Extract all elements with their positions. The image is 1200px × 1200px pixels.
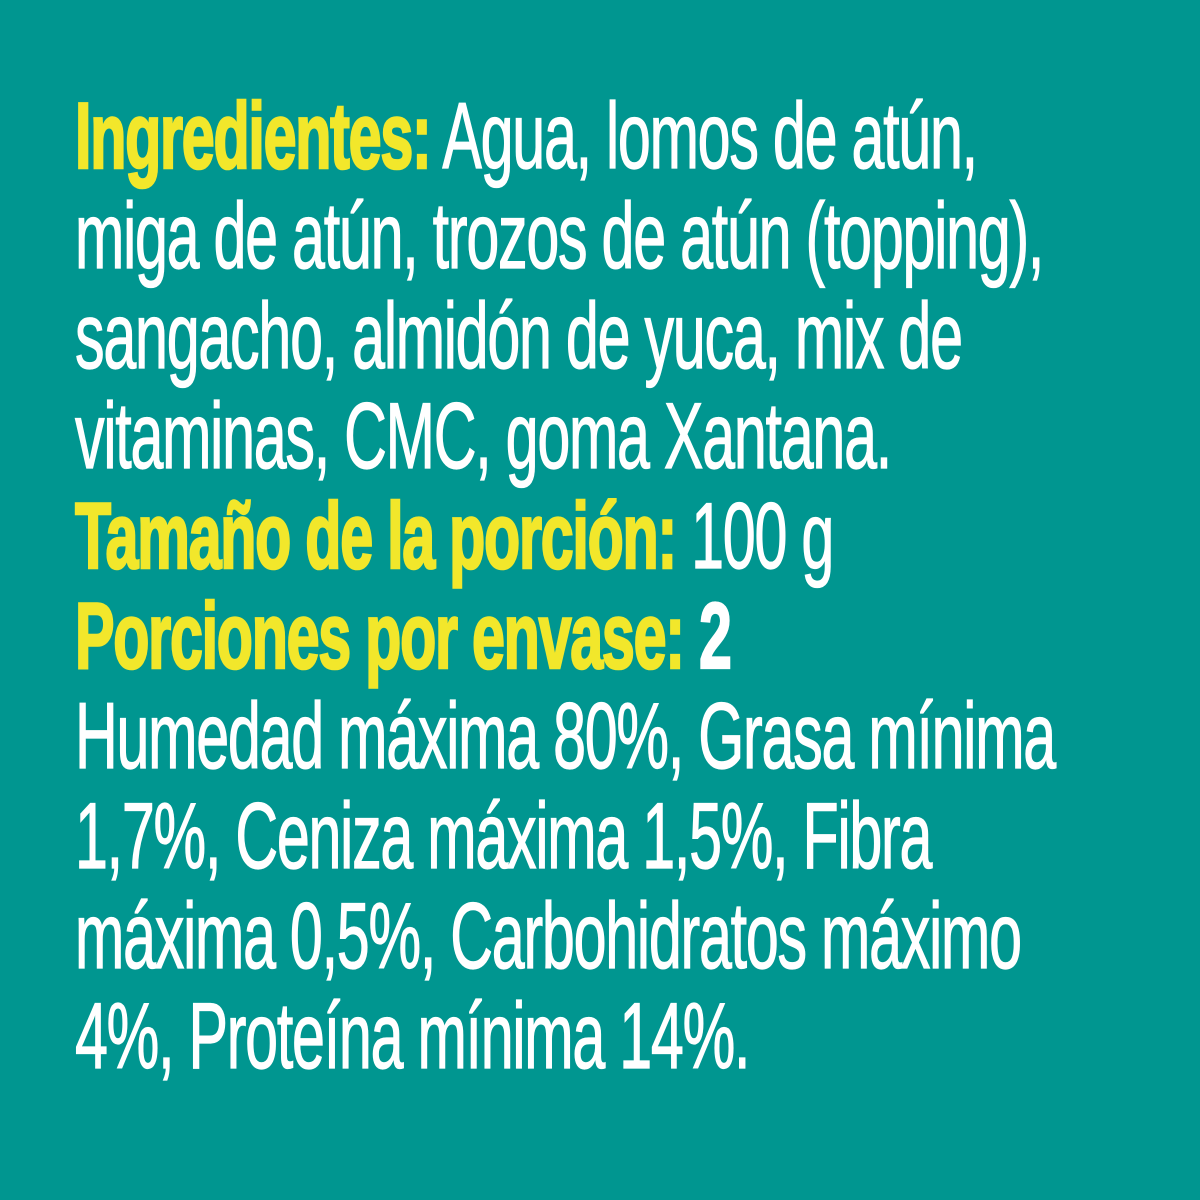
ingredients-heading: Ingredientes: — [74, 83, 432, 188]
label-line-analysis-2: 1,7%, Ceniza máxima 1,5%, Fibra — [75, 785, 933, 886]
label-line-servings-per-container: Porciones por envase: 2 — [74, 583, 768, 688]
label-line-analysis-4: 4%, Proteína mínima 14%. — [75, 983, 768, 1088]
servings-per-container-value: 2 — [683, 583, 732, 688]
label-line-serving-size: Tamaño de la porción: 100 g — [74, 483, 834, 588]
serving-size-value: 100 g — [675, 483, 835, 588]
label-line-analysis-3: máxima 0,5%, Carbohidratos máximo — [75, 885, 1023, 986]
ingredients-value-part4: vitaminas, CMC, goma Xantana. — [75, 383, 893, 488]
ingredients-value-part2: miga de atún, trozos de atún (topping), — [75, 183, 1045, 288]
label-line-ingredients-4: vitaminas, CMC, goma Xantana. — [75, 385, 893, 486]
ingredients-label: Ingredientes: Agua, lomos de atún, miga … — [74, 83, 1175, 1088]
label-line-ingredients-2: miga de atún, trozos de atún (topping), — [75, 185, 1045, 286]
label-line-ingredients-1: Ingredientes: Agua, lomos de atún, — [74, 83, 978, 188]
label-line-ingredients-3: sangacho, almidón de yuca, mix de — [75, 285, 964, 386]
ingredients-value-part1: Agua, lomos de atún, — [430, 83, 978, 188]
servings-per-container-heading: Porciones por envase: — [74, 583, 686, 688]
analysis-text-line-4: 4%, Proteína mínima 14%. — [75, 983, 751, 1088]
ingredients-value-part3: sangacho, almidón de yuca, mix de — [75, 283, 964, 388]
analysis-text-line-1: Humedad máxima 80%, Grasa mínima — [75, 683, 1057, 788]
analysis-text-line-2: 1,7%, Ceniza máxima 1,5%, Fibra — [75, 783, 933, 888]
serving-size-heading: Tamaño de la porción: — [74, 483, 678, 588]
analysis-text-line-3: máxima 0,5%, Carbohidratos máximo — [75, 883, 1023, 988]
label-line-analysis-1: Humedad máxima 80%, Grasa mínima — [75, 685, 1057, 786]
